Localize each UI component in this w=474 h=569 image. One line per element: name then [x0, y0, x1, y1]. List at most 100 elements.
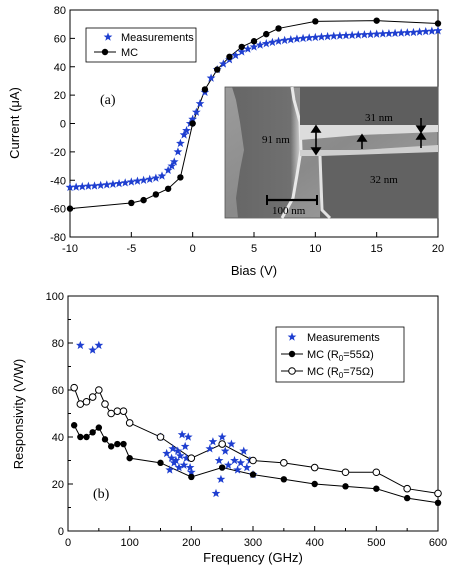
- data-point: [120, 440, 127, 448]
- inset-label-31nm: 31 nm: [365, 112, 393, 124]
- panel-b-label: (b): [93, 487, 110, 502]
- data-point: [255, 40, 265, 49]
- data-point: [70, 422, 78, 429]
- panel-a-legend: Measurements MC: [85, 27, 197, 63]
- data-point: [88, 393, 97, 401]
- legend-symbol-circle: [101, 48, 109, 56]
- data-point: [310, 32, 320, 42]
- data-point: [218, 464, 226, 471]
- data-point: [151, 173, 161, 182]
- data-point: [173, 147, 183, 156]
- data-point: [223, 460, 233, 469]
- data-point: [195, 99, 205, 108]
- data-point: [249, 456, 257, 465]
- data-point: [96, 180, 106, 190]
- data-point: [157, 459, 164, 467]
- series-line: [73, 387, 439, 494]
- data-point: [71, 182, 81, 191]
- data-point: [403, 494, 411, 502]
- data-point: [304, 33, 314, 42]
- data-point: [214, 66, 221, 73]
- legend-symbol-star: [287, 332, 297, 341]
- data-point: [126, 454, 133, 462]
- data-point: [433, 26, 443, 35]
- legend-symbol-open-circle: [288, 367, 296, 375]
- data-point: [201, 86, 209, 93]
- data-point: [90, 181, 99, 190]
- data-point: [180, 441, 190, 451]
- data-point: [128, 199, 135, 207]
- data-point: [75, 340, 85, 350]
- data-point: [101, 400, 109, 408]
- x-tick-label: 200: [182, 537, 200, 549]
- data-point: [249, 42, 259, 51]
- data-point: [280, 476, 288, 483]
- data-point: [177, 430, 187, 439]
- panel-b-ticks: 0 100 200 300 400 500 600 0 20 40 60 80 100: [46, 291, 448, 549]
- data-point: [177, 174, 184, 181]
- x-tick-label: 5: [251, 243, 257, 255]
- data-point: [421, 26, 431, 36]
- x-tick-label: 100: [120, 537, 138, 549]
- data-point: [102, 180, 112, 189]
- y-tick-label: 60: [52, 385, 64, 397]
- data-point: [76, 400, 85, 408]
- data-point: [65, 182, 75, 192]
- data-point: [216, 474, 226, 484]
- data-point: [82, 397, 91, 406]
- data-point: [427, 26, 437, 35]
- x-tick-label: -5: [126, 243, 136, 255]
- data-point: [126, 177, 136, 186]
- data-point: [120, 178, 130, 187]
- data-point: [214, 455, 224, 465]
- data-point: [261, 39, 271, 48]
- y-tick-label: 20: [52, 479, 64, 491]
- data-point: [84, 181, 93, 190]
- y-tick-label: 0: [58, 526, 64, 538]
- legend-b-mc-55: MC (R0=55Ω): [307, 349, 374, 363]
- data-point: [402, 28, 412, 37]
- data-point: [217, 432, 227, 441]
- data-point: [366, 29, 375, 39]
- data-point: [280, 459, 288, 467]
- data-point: [311, 480, 318, 488]
- data-point: [66, 205, 74, 212]
- x-tick-label: 20: [432, 243, 444, 255]
- legend-a-mc: MC: [121, 47, 138, 59]
- data-point: [353, 30, 363, 39]
- panel-a-series-marks: [65, 17, 443, 212]
- y-tick-label: -60: [50, 204, 66, 216]
- data-point: [239, 446, 249, 455]
- data-point: [236, 458, 246, 467]
- data-point: [208, 437, 218, 446]
- data-point: [114, 440, 121, 448]
- data-point: [125, 419, 134, 427]
- panel-a-xlabel: Bias (V): [231, 263, 277, 278]
- panel-b-xlabel: Frequency (GHz): [203, 550, 303, 565]
- panel-a-label: (a): [100, 93, 116, 108]
- data-point: [183, 432, 193, 441]
- data-point: [164, 185, 172, 192]
- data-point: [171, 455, 181, 465]
- x-tick-label: 600: [429, 537, 447, 549]
- y-tick-label: 60: [54, 33, 66, 45]
- data-point: [83, 433, 90, 441]
- data-point: [167, 453, 176, 462]
- data-point: [218, 440, 226, 448]
- data-point: [70, 383, 78, 392]
- data-point: [174, 462, 184, 472]
- data-point: [139, 175, 148, 184]
- data-point: [280, 35, 290, 45]
- data-point: [403, 484, 411, 493]
- data-point: [169, 157, 179, 166]
- data-point: [242, 462, 252, 472]
- data-point: [89, 429, 96, 436]
- data-point: [101, 436, 109, 443]
- y-tick-label: 80: [54, 5, 66, 17]
- x-tick-label: 500: [367, 537, 385, 549]
- data-point: [95, 386, 103, 394]
- panel-b-series-marks: [70, 340, 442, 506]
- data-point: [220, 446, 230, 455]
- data-point: [298, 33, 308, 43]
